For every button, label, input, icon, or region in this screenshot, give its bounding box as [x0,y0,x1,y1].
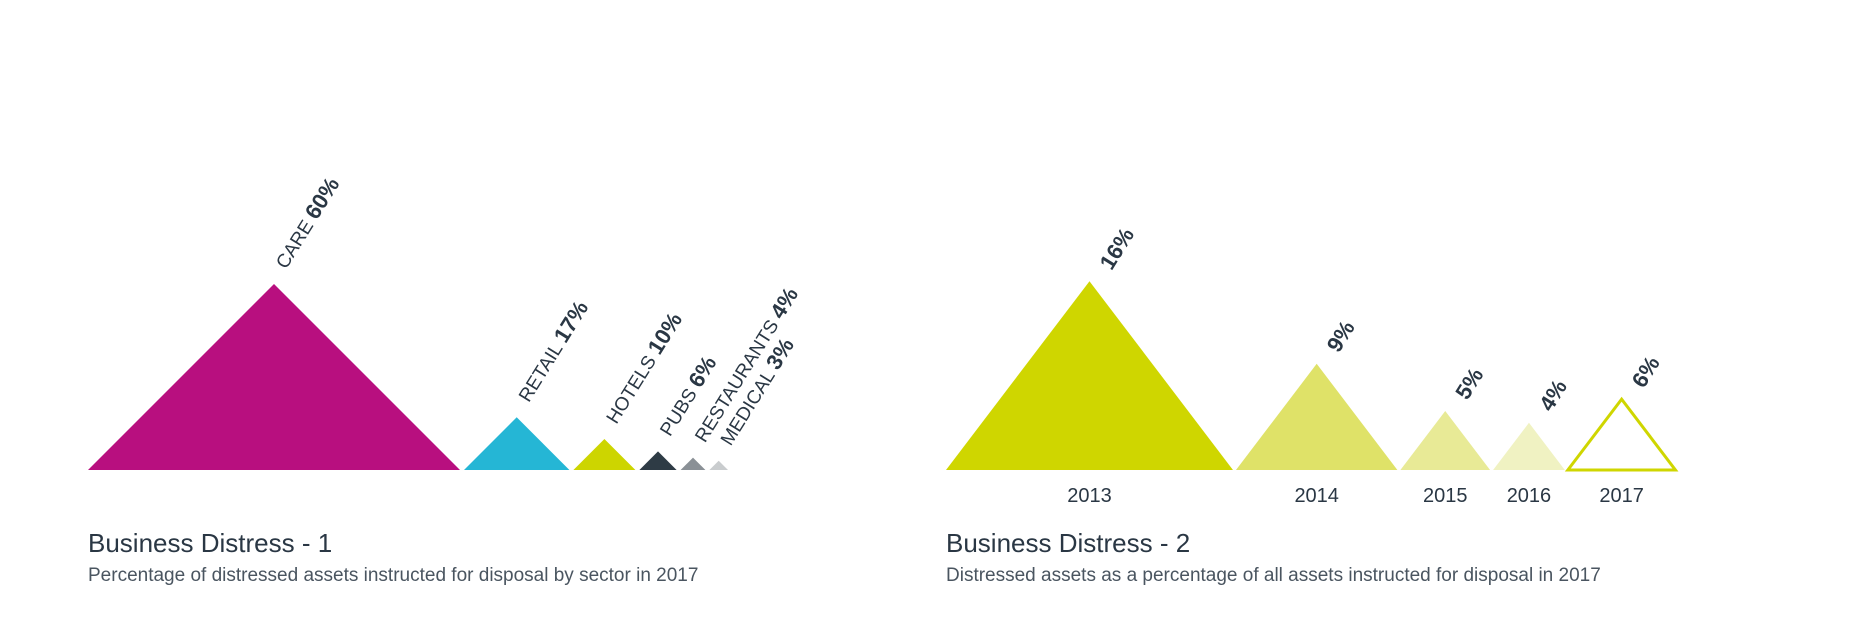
triangle-2016 [1493,422,1565,470]
value-label-2016: 4% [1534,375,1572,415]
triangle-hotels [573,439,636,470]
value-label-2015: 5% [1450,363,1488,403]
triangle-pubs [639,451,677,470]
triangle-2013 [946,281,1233,470]
triangle-medical [709,460,728,470]
triangle-retail [464,417,570,470]
chart2-title: Business Distress - 2 [946,528,1191,558]
triangle-2015 [1400,411,1491,470]
triangle-care [88,284,460,470]
label-care: CARE 60% [269,173,344,273]
value-label-2014: 9% [1322,316,1360,356]
chart1-subtitle: Percentage of distressed assets instruct… [88,565,699,586]
value-label-2013: 16% [1095,223,1140,274]
chart1-caption: Business Distress - 1 Percentage of dist… [88,528,698,587]
year-label-2015: 2015 [1423,485,1468,507]
triangle-restaurants [680,457,706,470]
label-retail: RETAIL 17% [512,296,593,406]
triangle-2017 [1564,396,1679,472]
category-label: CARE [272,212,321,272]
year-label-2013: 2013 [1067,485,1112,507]
category-label: RETAIL [515,336,570,406]
value-label-2017: 6% [1627,352,1665,392]
category-label: HOTELS [603,348,664,428]
triangle-2014 [1235,363,1398,470]
year-label-2014: 2014 [1294,485,1339,507]
chart2-subtitle: Distressed assets as a percentage of all… [946,565,1601,586]
year-label-2016: 2016 [1507,485,1552,507]
year-label-2017: 2017 [1599,485,1644,507]
chart2-caption: Business Distress - 2 Distressed assets … [946,528,1601,587]
chart1-title: Business Distress - 1 [88,528,333,558]
